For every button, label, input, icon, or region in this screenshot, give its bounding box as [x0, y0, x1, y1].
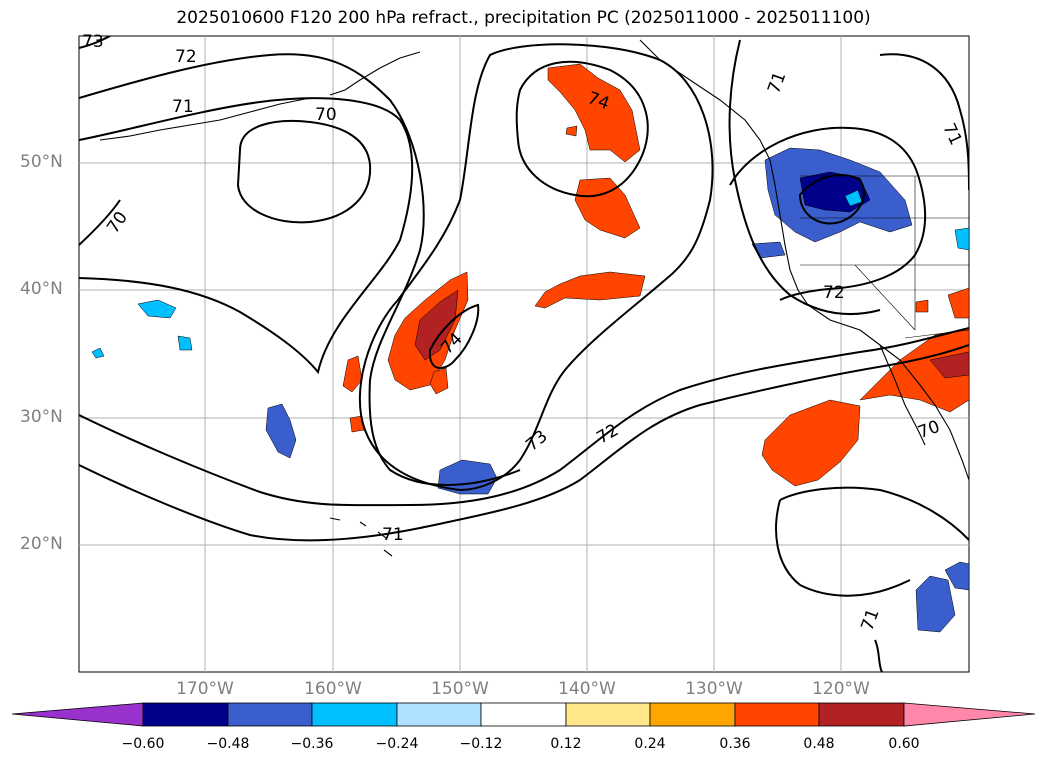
precip-negative-area: [915, 575, 956, 633]
precip-negative-area: [944, 561, 969, 591]
coastline-aleutians: [99, 97, 311, 141]
map-title: 2025010600 F120 200 hPa refract., precip…: [176, 8, 871, 28]
precip-negative-area: [954, 227, 969, 251]
precip-positive-area: [342, 355, 363, 393]
lon-label-140w: 140°W: [558, 679, 616, 699]
precip-positive-area: [574, 177, 641, 239]
map-frame: [78, 35, 970, 673]
lat-label-20n: 20°N: [20, 534, 63, 554]
contour-72-east: [79, 327, 969, 507]
colorbar-segment: [565, 702, 651, 727]
colorbar-segment: [734, 702, 820, 727]
coastline-hawaii: [329, 517, 393, 557]
contour-70-east: [798, 174, 865, 225]
contour-70-left: [79, 199, 121, 246]
colorbar-segment: [396, 702, 482, 727]
lon-label-130w: 130°W: [685, 679, 743, 699]
contour-label: 70: [315, 105, 337, 125]
precip-positive-area: [915, 299, 929, 313]
colorbar-segment: [227, 702, 313, 727]
colorbar-segment: [311, 702, 398, 727]
lon-label-170w: 170°W: [176, 679, 234, 699]
precip-positive-area: [547, 63, 641, 163]
contour-72-west: [79, 53, 521, 486]
coastline-baja: [879, 344, 926, 446]
colorbar-tick: −0.60: [121, 736, 165, 752]
contour-label: 71: [172, 97, 194, 117]
precip-negative-area: [137, 299, 177, 319]
contour-71-se: [775, 486, 969, 672]
precip-positive-area: [947, 287, 969, 319]
precip-positive-area: [414, 289, 459, 361]
colorbar-tick: 0.12: [550, 736, 582, 752]
contour-71-west: [79, 97, 414, 375]
contour-70-west: [236, 119, 372, 224]
precip-positive-area: [859, 327, 969, 413]
lon-label-150w: 150°W: [431, 679, 489, 699]
lon-label-120w: 120°W: [812, 679, 870, 699]
colorbar-tick: −0.12: [459, 736, 503, 752]
precip-negative-areas: [91, 147, 969, 633]
precip-positive-areas: [342, 63, 969, 487]
colorbar-segment: [649, 702, 736, 727]
colorbar-segment: [480, 702, 567, 727]
contour-72-east-upper: [729, 126, 927, 301]
coastline-north-america: [639, 39, 969, 481]
colorbar-tick: −0.24: [375, 736, 419, 752]
contour-label: 71: [382, 525, 404, 545]
precip-negative-area: [177, 335, 193, 351]
precip-positive-area: [929, 351, 969, 379]
contour-71-ne: [879, 53, 969, 191]
lat-label-50n: 50°N: [20, 152, 63, 172]
colorbar-extend-high: [903, 702, 1036, 727]
colorbar-segment: [142, 702, 229, 727]
contour-label: 73: [82, 32, 104, 52]
precip-positive-area: [565, 125, 578, 137]
precip-negative-area: [91, 347, 105, 359]
lat-label-40n: 40°N: [20, 279, 63, 299]
colorbar-tick: 0.60: [888, 736, 920, 752]
precip-positive-area: [534, 271, 646, 309]
colorbar-extend-low: [11, 702, 144, 727]
contour-71-east-upper: [728, 39, 881, 316]
contour-74-north: [515, 60, 649, 198]
lon-label-160w: 160°W: [304, 679, 362, 699]
contour-label: 72: [175, 47, 197, 67]
colorbar-tick: 0.24: [634, 736, 666, 752]
colorbar-tick: −0.36: [290, 736, 334, 752]
colorbar-segment: [818, 702, 905, 727]
colorbar-tick: −0.48: [206, 736, 250, 752]
contour-label: 72: [823, 283, 845, 303]
border-nevada: [854, 264, 916, 331]
lat-label-30n: 30°N: [20, 407, 63, 427]
contour-74-center: [428, 303, 480, 369]
contour-73-center: [358, 43, 714, 492]
contour-73-corner: [79, 36, 111, 49]
coastline-alaska: [329, 51, 421, 96]
precip-positive-area: [429, 367, 449, 395]
borders: [800, 175, 969, 339]
precip-negative-area: [265, 403, 297, 459]
colorbar: [11, 702, 1036, 727]
refractivity-contours: [79, 36, 969, 672]
colorbar-tick: 0.48: [803, 736, 835, 752]
contour-71-south: [79, 344, 969, 542]
colorbar-tick: 0.36: [719, 736, 751, 752]
precip-positive-area: [761, 399, 861, 487]
coastlines: [99, 39, 969, 557]
